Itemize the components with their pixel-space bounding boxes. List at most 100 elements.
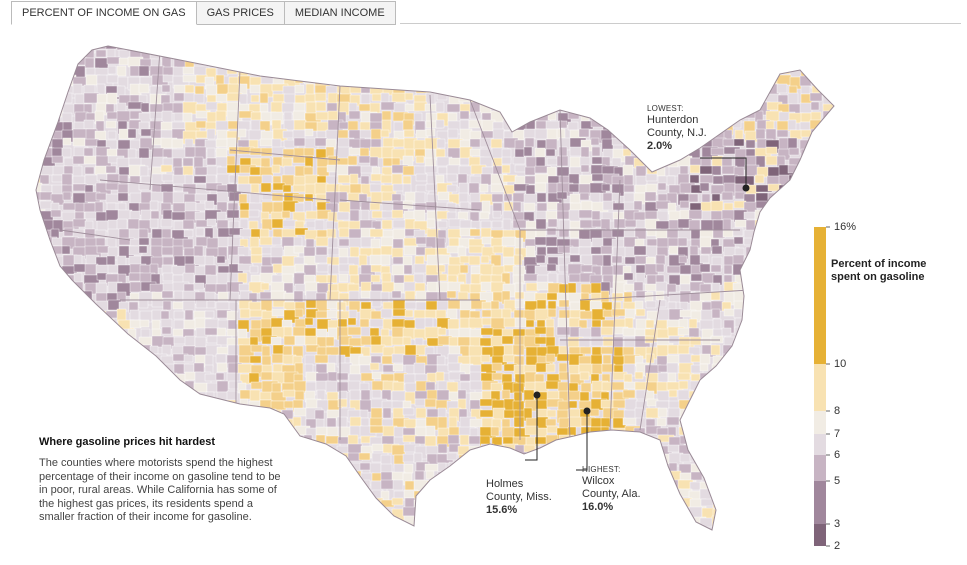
county-cell: [491, 525, 507, 530]
county-cell: [52, 85, 70, 94]
county-cell: [283, 498, 297, 509]
county-cell: [766, 229, 783, 243]
county-cell: [206, 128, 216, 140]
county-cell: [183, 92, 196, 103]
county-cell: [469, 516, 485, 528]
county-cell: [591, 363, 603, 375]
tab-percent-of-income-on-gas[interactable]: PERCENT OF INCOME ON GAS: [11, 1, 197, 25]
county-cell: [536, 516, 554, 526]
county-cell: [305, 498, 320, 513]
county-cell: [338, 507, 355, 516]
county-cell: [820, 65, 834, 78]
county-cell: [206, 398, 218, 413]
county-cell: [182, 416, 195, 425]
county-cell: [468, 245, 485, 254]
county-cell: [701, 76, 714, 90]
county-cell: [216, 524, 232, 530]
county-cell: [536, 299, 547, 310]
county-cell: [52, 336, 70, 351]
county-cell: [558, 345, 568, 356]
county-cell: [261, 174, 273, 185]
county-cell: [776, 129, 789, 138]
county-cell: [95, 416, 112, 428]
county-cell: [789, 436, 807, 451]
legend-swatch-10: [814, 227, 826, 364]
county-cell: [534, 336, 548, 345]
county-cell: [116, 110, 131, 123]
county-cell: [732, 103, 749, 117]
county-cell: [756, 263, 767, 273]
county-cell: [723, 391, 741, 406]
county-cell: [237, 48, 252, 57]
tab-gas-prices[interactable]: GAS PRICES: [196, 1, 285, 25]
county-cell: [204, 57, 219, 66]
county-cell: [755, 237, 771, 249]
county-cell: [776, 263, 791, 272]
county-cell: [556, 326, 572, 336]
county-cell: [546, 263, 557, 272]
county-cell: [580, 46, 592, 53]
county-cell: [776, 337, 788, 349]
county-cell: [523, 74, 537, 83]
county-cell: [513, 254, 523, 266]
county-cell: [778, 372, 794, 381]
county-cell: [525, 516, 537, 528]
county-cell: [722, 373, 736, 385]
county-cell: [51, 147, 63, 158]
lowest-place-2: County, N.J.: [647, 127, 707, 139]
county-cell: [161, 84, 171, 93]
county-cell: [94, 408, 105, 419]
county-cell: [424, 497, 440, 511]
county-cell: [688, 209, 703, 220]
county-cell: [182, 112, 193, 124]
county-cell: [602, 515, 612, 525]
county-cell: [392, 363, 404, 372]
county-cell: [468, 255, 481, 266]
county-cell: [380, 335, 393, 347]
county-cell: [237, 328, 248, 340]
county-cell: [315, 470, 331, 480]
county-cell: [273, 534, 289, 541]
county-cell: [721, 416, 732, 425]
county-cell: [547, 308, 557, 318]
county-cell: [437, 525, 454, 530]
county-cell: [369, 425, 385, 434]
county-cell: [712, 390, 730, 405]
county-cell: [799, 479, 810, 492]
county-cell: [129, 319, 142, 329]
county-cell: [204, 416, 221, 430]
county-cell: [261, 364, 273, 374]
county-cell: [315, 328, 328, 339]
county-cell: [756, 472, 768, 485]
county-cell: [787, 236, 798, 245]
county-cell: [535, 46, 545, 53]
county-cell: [844, 309, 858, 318]
highest-value: 16.0%: [582, 501, 614, 513]
county-cell: [733, 290, 748, 303]
county-cell: [437, 46, 450, 53]
county-cell: [107, 390, 121, 403]
county-cell: [415, 508, 431, 523]
county-cell: [744, 355, 759, 367]
county-cell: [150, 46, 160, 49]
tab-median-income[interactable]: MEDIAN INCOME: [284, 1, 396, 25]
county-cell: [512, 344, 525, 356]
county-cell: [591, 101, 607, 115]
county-cell: [514, 237, 524, 250]
county-cell: [315, 246, 328, 257]
county-cell: [74, 317, 84, 330]
county-cell: [369, 146, 383, 159]
county-cell: [831, 461, 834, 471]
county-cell: [723, 399, 736, 411]
county-cell: [215, 353, 227, 364]
legend-swatch-8: [814, 364, 826, 411]
county-cell: [622, 48, 640, 58]
county-cell: [745, 335, 757, 350]
county-cell: [688, 193, 699, 203]
county-cell: [95, 49, 107, 58]
county-cell: [304, 506, 322, 517]
county-cell: [173, 418, 186, 432]
county-cell: [721, 461, 735, 470]
county-cell: [107, 327, 123, 339]
county-cell: [96, 272, 108, 281]
